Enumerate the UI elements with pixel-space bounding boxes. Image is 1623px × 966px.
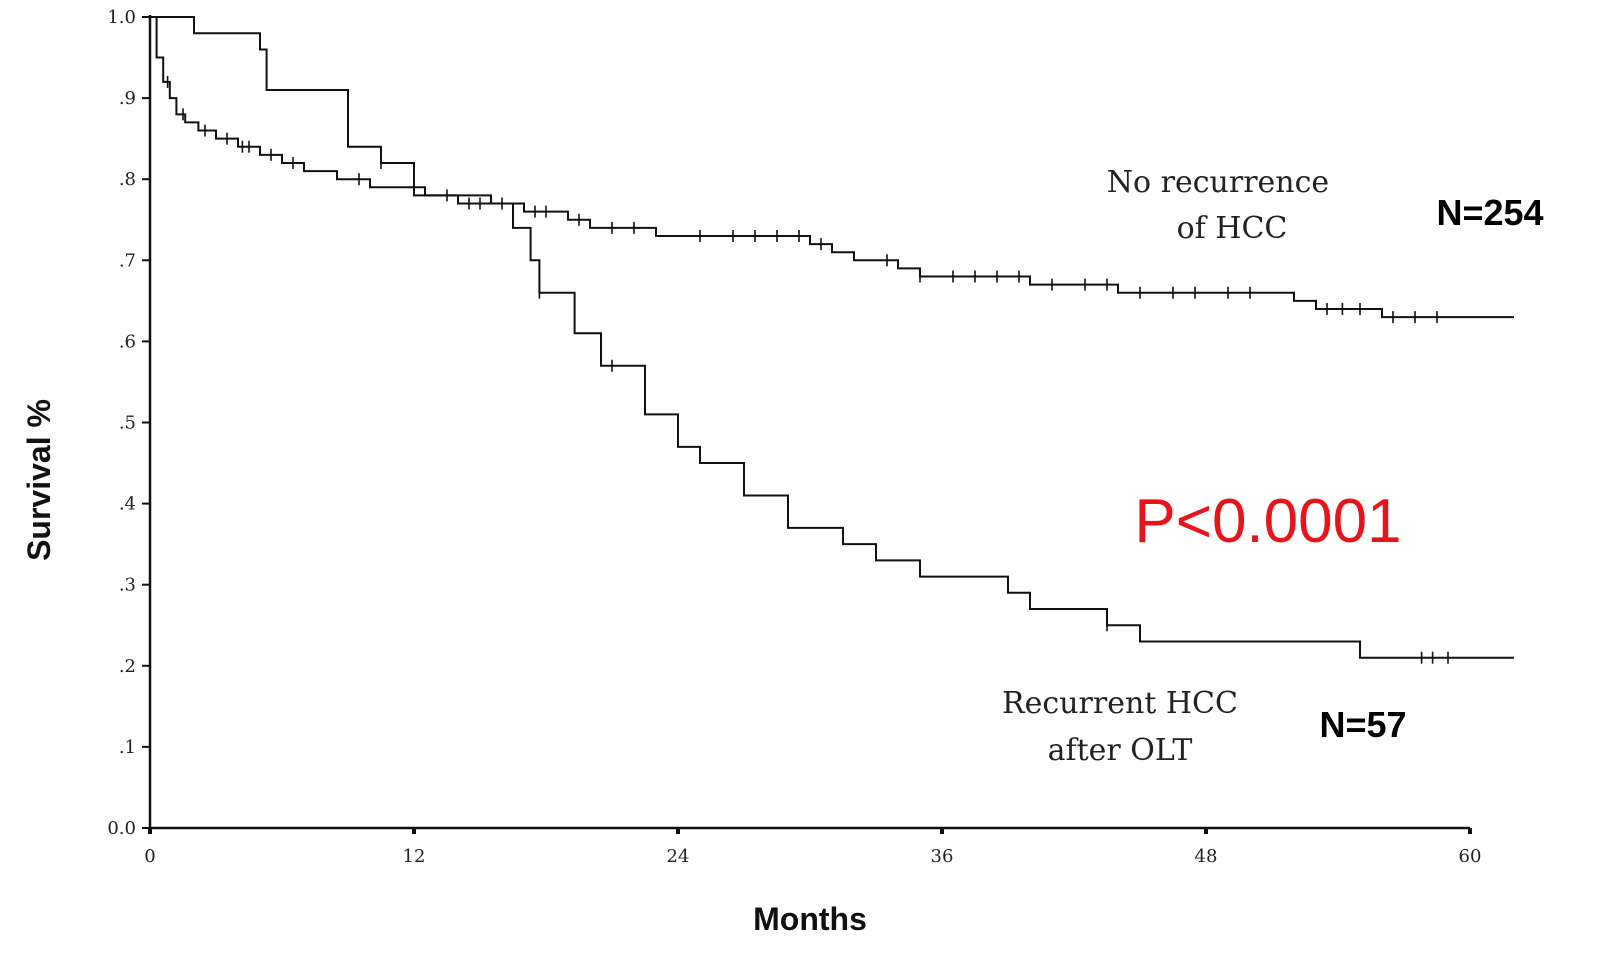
ticks: 0.0 .1 .2 .3 .4 .5 .6 .7 .8 .9 1.0 0 12 24 36 48 60 xyxy=(107,7,1481,867)
y-tick-label: .6 xyxy=(119,331,136,352)
y-tick-label: .4 xyxy=(119,494,136,515)
recurrent-label-line2: after OLT xyxy=(1048,733,1193,768)
y-tick-label: .1 xyxy=(119,737,136,758)
recurrent-curve xyxy=(150,16,1514,659)
x-tick-label: 36 xyxy=(931,846,954,867)
x-tick-label: 60 xyxy=(1459,846,1482,867)
no-recurrence-series xyxy=(150,16,1514,324)
n-recurrent-label: N=57 xyxy=(1319,704,1406,745)
y-tick-label: .8 xyxy=(119,169,136,190)
y-tick-label: .2 xyxy=(119,656,136,677)
x-tick-label: 24 xyxy=(667,846,690,867)
recurrent-label-line1: Recurrent HCC xyxy=(1002,686,1238,721)
y-tick-label: 1.0 xyxy=(107,7,136,28)
no-recurrence-label-line1: No recurrence xyxy=(1107,165,1329,200)
no-recurrence-label-line2: of HCC xyxy=(1177,211,1288,246)
y-tick-label: .3 xyxy=(119,575,136,596)
y-tick-label: 0.0 xyxy=(107,818,136,839)
p-value-annotation: P<0.0001 xyxy=(1134,487,1401,556)
x-tick-label: 12 xyxy=(403,846,426,867)
n-no-recurrence-label: N=254 xyxy=(1436,192,1543,233)
x-tick-label: 0 xyxy=(144,846,155,867)
y-tick-label: .5 xyxy=(119,413,136,434)
no-recurrence-curve xyxy=(150,16,1514,319)
curves xyxy=(150,16,1514,664)
x-tick-label: 48 xyxy=(1195,846,1218,867)
y-tick-label: .7 xyxy=(119,250,136,271)
x-axis-title: Months xyxy=(753,901,867,937)
y-axis-title: Survival % xyxy=(21,399,57,561)
y-tick-label: .9 xyxy=(119,88,136,109)
recurrent-series xyxy=(150,16,1514,664)
